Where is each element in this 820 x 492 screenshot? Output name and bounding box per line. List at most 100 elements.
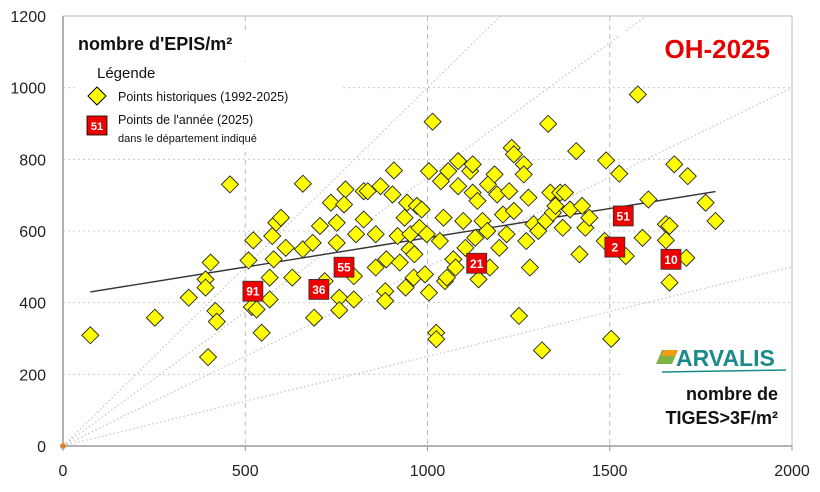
x-tick-label: 1500 bbox=[592, 463, 628, 480]
historic-point bbox=[602, 329, 621, 348]
historic-point bbox=[276, 238, 295, 257]
year-point bbox=[242, 280, 264, 302]
historic-point bbox=[201, 253, 220, 272]
historic-point bbox=[539, 114, 558, 133]
historic-point bbox=[633, 228, 652, 247]
legend-red-square-label: 51 bbox=[91, 121, 103, 133]
historic-point bbox=[469, 270, 488, 289]
year-point-label: 36 bbox=[312, 283, 326, 297]
x-tick-label: 0 bbox=[59, 463, 68, 480]
historic-point bbox=[327, 233, 346, 252]
historic-point bbox=[303, 233, 322, 252]
reference-ray bbox=[62, 15, 647, 447]
historic-point bbox=[660, 273, 679, 292]
arvalis-logo: ARVALIS bbox=[656, 345, 787, 373]
historic-point bbox=[293, 174, 312, 193]
y-tick-label: 400 bbox=[19, 296, 46, 313]
historic-point bbox=[448, 177, 468, 196]
historic-point bbox=[244, 231, 263, 250]
historic-point bbox=[330, 301, 349, 320]
y-tick-label: 1200 bbox=[10, 9, 46, 26]
legend-historic-label: Points historiques (1992-2025) bbox=[118, 90, 288, 104]
y-tick-label: 0 bbox=[37, 439, 46, 456]
historic-point bbox=[321, 193, 341, 212]
historic-point bbox=[570, 245, 589, 264]
year-point bbox=[612, 205, 634, 227]
historic-point bbox=[706, 211, 725, 231]
historic-point bbox=[448, 151, 468, 171]
historic-point bbox=[678, 167, 697, 186]
logo-accent-icon bbox=[661, 350, 678, 356]
historic-point bbox=[395, 208, 414, 227]
historic-point bbox=[696, 193, 715, 212]
historic-point bbox=[478, 221, 497, 241]
year-point-label: 55 bbox=[337, 261, 351, 275]
historic-point bbox=[567, 141, 586, 161]
y-tick-label: 1000 bbox=[10, 81, 46, 98]
historic-point bbox=[145, 308, 164, 327]
chart-title: OH-2025 bbox=[665, 34, 771, 64]
x-tick-label: 500 bbox=[232, 463, 259, 480]
historic-point bbox=[412, 200, 431, 219]
historic-point bbox=[504, 201, 524, 221]
historic-point bbox=[252, 323, 271, 342]
historic-point bbox=[344, 290, 364, 309]
historic-point bbox=[439, 162, 458, 181]
historic-point bbox=[596, 151, 616, 170]
reference-lines bbox=[62, 15, 793, 447]
legend-diamond-icon bbox=[87, 86, 107, 106]
trendline-path bbox=[90, 190, 716, 293]
reference-ray bbox=[62, 87, 793, 447]
historic-point bbox=[419, 162, 439, 181]
historic-point bbox=[366, 225, 385, 244]
historic-point bbox=[264, 250, 283, 269]
historic-point bbox=[419, 283, 439, 302]
historic-point bbox=[423, 112, 442, 131]
historic-point bbox=[509, 306, 529, 326]
historic-point bbox=[417, 225, 436, 244]
x-axis-label-line2: TIGES>3F/m² bbox=[665, 408, 778, 428]
historic-point bbox=[271, 208, 291, 227]
historic-point bbox=[305, 308, 324, 327]
ylabel-bg bbox=[70, 30, 285, 58]
historic-point bbox=[196, 278, 215, 297]
historic-point bbox=[532, 341, 552, 360]
historic-point bbox=[263, 226, 282, 246]
historic-point bbox=[553, 218, 572, 237]
historic-point bbox=[327, 213, 346, 232]
year-point-label: 10 bbox=[664, 253, 678, 267]
historic-point bbox=[220, 175, 240, 194]
historic-point bbox=[500, 182, 519, 201]
historic-point bbox=[660, 216, 679, 236]
y-tick-label: 200 bbox=[19, 367, 46, 384]
historic-point bbox=[247, 300, 266, 319]
year-point bbox=[660, 248, 682, 270]
historic-point bbox=[504, 145, 524, 164]
historic-point bbox=[434, 208, 453, 227]
y-tick-label: 600 bbox=[19, 224, 46, 241]
historic-point bbox=[376, 291, 395, 311]
x-tick-label: 2000 bbox=[774, 463, 810, 480]
logo-text: ARVALIS bbox=[676, 345, 775, 371]
historic-point bbox=[81, 326, 100, 345]
year-point bbox=[333, 256, 355, 278]
historic-point bbox=[437, 268, 456, 287]
historic-point bbox=[310, 216, 330, 236]
historic-point bbox=[384, 161, 404, 180]
historic-point bbox=[497, 225, 516, 244]
historic-point bbox=[354, 210, 373, 229]
historic-point bbox=[358, 182, 377, 201]
year-point-label: 51 bbox=[617, 209, 631, 223]
historic-point bbox=[346, 225, 366, 244]
year-point bbox=[466, 252, 488, 274]
historic-point bbox=[179, 288, 198, 307]
historic-point bbox=[546, 196, 565, 216]
historic-point bbox=[446, 258, 465, 277]
historic-point bbox=[610, 164, 629, 183]
historic-point bbox=[283, 268, 302, 287]
historic-point bbox=[628, 85, 647, 104]
historic-point bbox=[656, 231, 676, 250]
historic-point bbox=[514, 165, 533, 184]
trendline bbox=[90, 190, 716, 293]
